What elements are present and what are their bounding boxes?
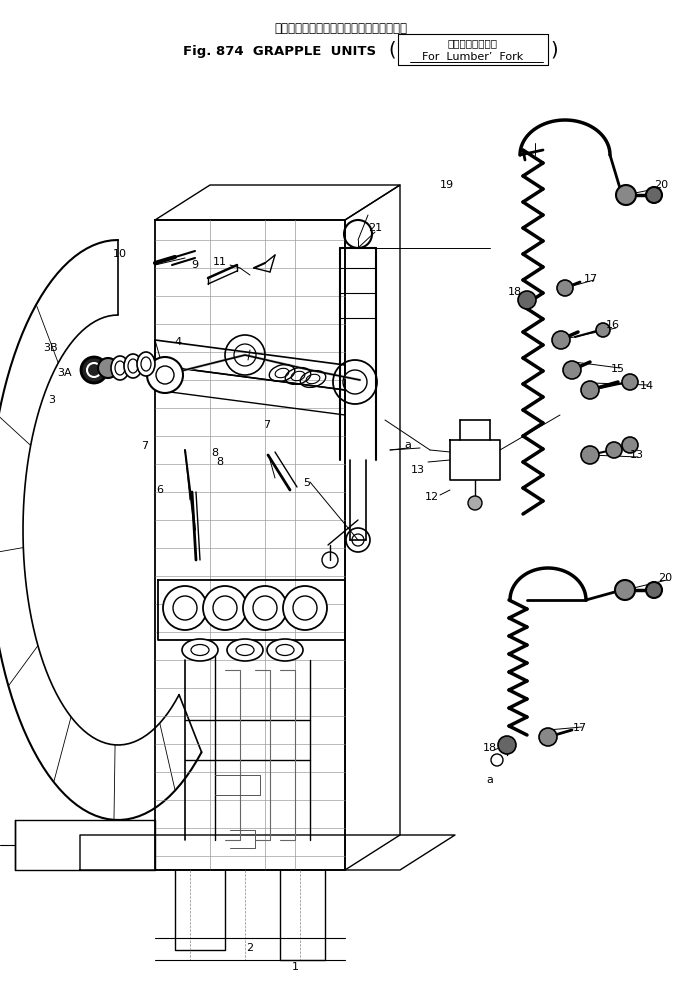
Circle shape [581, 446, 599, 464]
Text: 20: 20 [658, 573, 672, 583]
Text: 12: 12 [425, 492, 439, 502]
Circle shape [615, 580, 635, 600]
Circle shape [622, 374, 638, 390]
Text: 4: 4 [175, 337, 181, 347]
Text: 16: 16 [606, 320, 620, 330]
Circle shape [156, 366, 174, 384]
Text: 5: 5 [303, 478, 310, 488]
Text: a: a [486, 775, 494, 785]
Circle shape [646, 582, 662, 598]
Text: 8: 8 [216, 457, 224, 467]
Circle shape [173, 596, 197, 620]
Circle shape [557, 280, 573, 296]
Circle shape [606, 442, 622, 458]
Text: (: ( [388, 41, 396, 60]
Circle shape [203, 586, 247, 630]
Circle shape [581, 381, 599, 399]
Text: 3A: 3A [58, 368, 72, 378]
Text: 3B: 3B [43, 343, 57, 353]
Text: 20: 20 [654, 180, 668, 190]
Text: 6: 6 [156, 485, 164, 495]
Text: Fig. 874  GRAPPLE  UNITS: Fig. 874 GRAPPLE UNITS [183, 46, 376, 59]
Circle shape [213, 596, 237, 620]
Ellipse shape [267, 639, 303, 661]
Circle shape [147, 357, 183, 393]
Circle shape [616, 185, 636, 205]
Text: 7: 7 [141, 441, 149, 451]
Circle shape [468, 496, 482, 510]
Ellipse shape [128, 359, 138, 373]
Text: For  Lumber’  Fork: For Lumber’ Fork [422, 52, 524, 62]
Circle shape [596, 323, 610, 337]
Text: 17: 17 [584, 274, 598, 284]
Text: 3: 3 [48, 395, 55, 405]
Text: 19: 19 [440, 180, 454, 190]
Text: 9: 9 [192, 260, 198, 270]
Ellipse shape [115, 361, 125, 375]
Ellipse shape [124, 354, 142, 378]
Text: a: a [404, 440, 411, 450]
Ellipse shape [137, 352, 155, 376]
Circle shape [563, 361, 581, 379]
Text: 2: 2 [246, 943, 254, 953]
Ellipse shape [141, 357, 151, 371]
Circle shape [283, 586, 327, 630]
Text: 15: 15 [611, 364, 625, 374]
Text: 17: 17 [573, 723, 587, 733]
Circle shape [518, 291, 536, 309]
Circle shape [622, 437, 638, 453]
Circle shape [163, 586, 207, 630]
Text: 13: 13 [411, 465, 425, 475]
Text: 18: 18 [483, 743, 497, 753]
Circle shape [98, 358, 118, 378]
Ellipse shape [191, 644, 209, 655]
Text: 7: 7 [263, 420, 271, 430]
Text: 1: 1 [291, 962, 299, 972]
Text: ): ) [550, 41, 558, 60]
Text: ランバフォーク用: ランバフォーク用 [448, 38, 498, 48]
Text: 10: 10 [113, 249, 127, 259]
Text: グラップルユニット（ランバフォーク用）: グラップルユニット（ランバフォーク用） [274, 22, 408, 35]
Text: 21: 21 [368, 223, 382, 233]
Circle shape [498, 736, 516, 754]
Circle shape [243, 586, 287, 630]
Text: 11: 11 [213, 257, 227, 267]
Circle shape [253, 596, 277, 620]
Text: 8: 8 [211, 448, 218, 458]
Ellipse shape [111, 356, 129, 380]
Circle shape [646, 187, 662, 203]
Circle shape [87, 363, 101, 377]
Text: 18: 18 [508, 287, 522, 297]
Circle shape [552, 331, 570, 349]
Text: 13: 13 [630, 450, 644, 460]
Ellipse shape [182, 639, 218, 661]
Ellipse shape [236, 644, 254, 655]
Ellipse shape [227, 639, 263, 661]
Circle shape [539, 728, 557, 746]
Circle shape [293, 596, 317, 620]
Text: 14: 14 [640, 381, 654, 391]
Circle shape [81, 357, 107, 383]
Ellipse shape [276, 644, 294, 655]
